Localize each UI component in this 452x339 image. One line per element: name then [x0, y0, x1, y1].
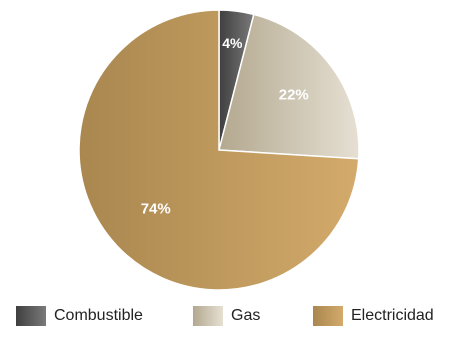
legend-item-combustible: Combustible	[16, 306, 143, 326]
legend-label: Combustible	[54, 307, 143, 324]
legend-label: Gas	[231, 307, 260, 324]
slice-label-combustible: 4%	[222, 35, 243, 51]
legend: Combustible Gas Electricidad	[16, 306, 434, 326]
pie-slice-electricidad	[78, 9, 360, 291]
legend-item-electricidad: Electricidad	[313, 306, 434, 326]
legend-item-gas: Gas	[193, 306, 260, 326]
legend-swatch	[16, 306, 46, 326]
slice-labels: 4% 22% 74%	[141, 35, 309, 217]
legend-swatch	[193, 306, 223, 326]
legend-swatch	[313, 306, 343, 326]
slice-label-electricidad: 74%	[141, 200, 171, 217]
pie-slice-gas	[218, 13, 360, 160]
pie-slices	[78, 9, 360, 291]
slice-label-gas: 22%	[279, 87, 309, 104]
legend-label: Electricidad	[351, 307, 434, 324]
